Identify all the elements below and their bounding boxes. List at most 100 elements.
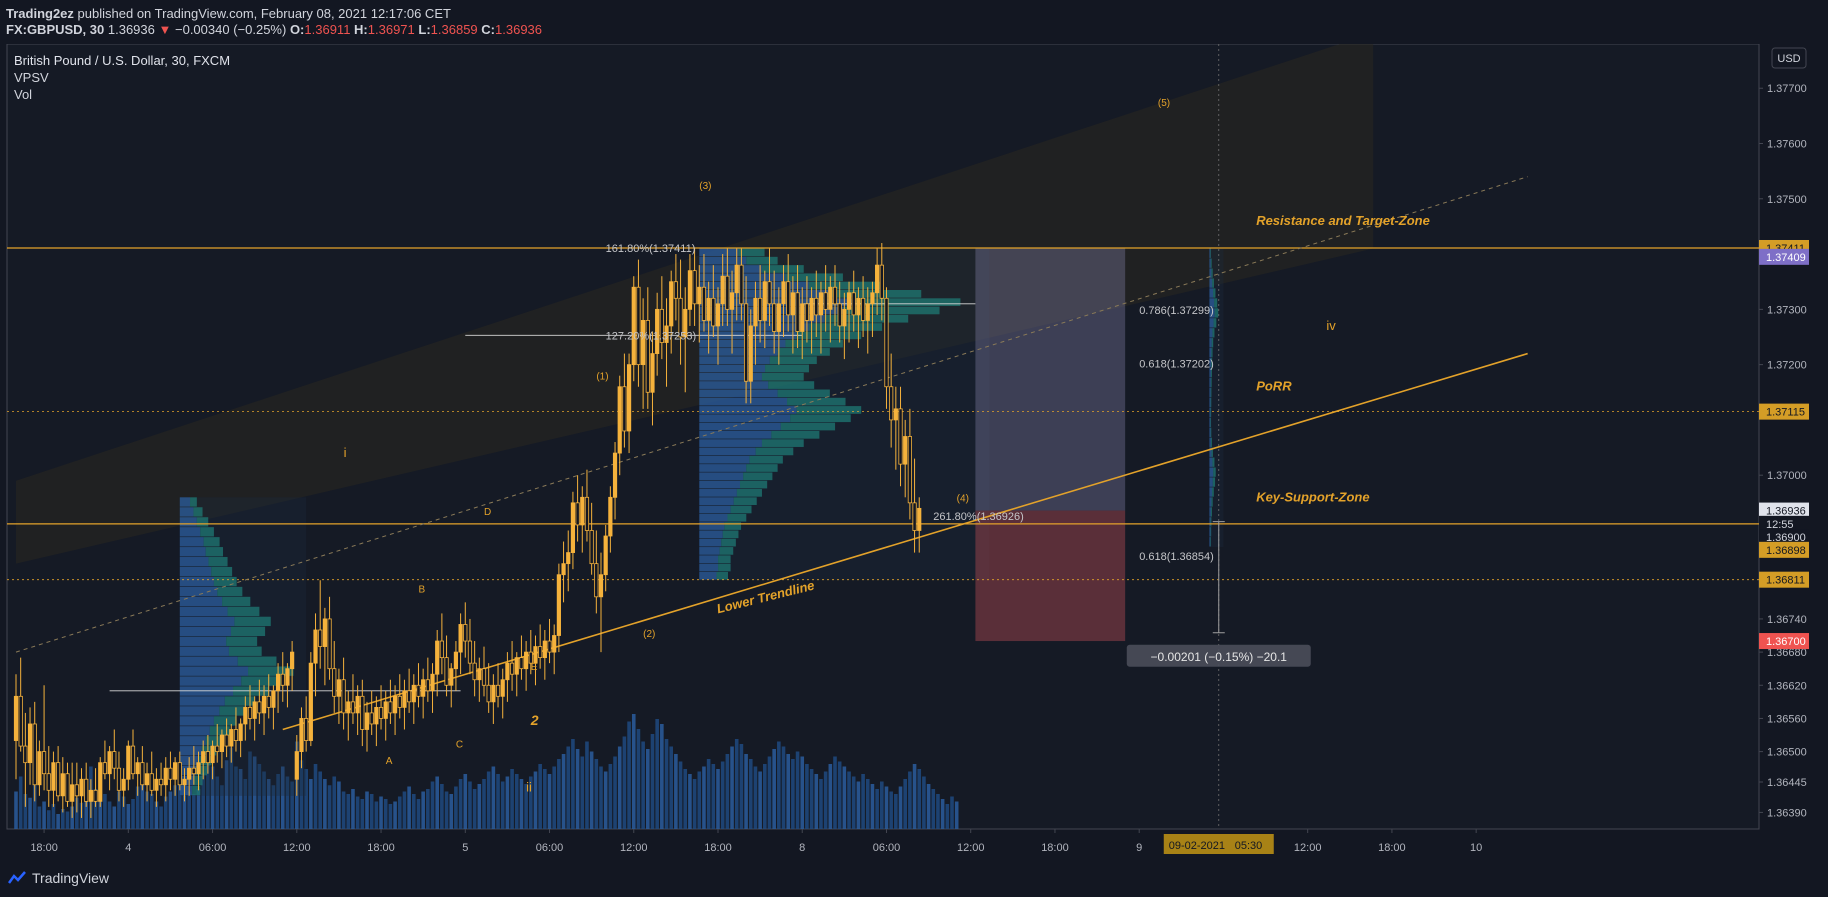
- candle-body: [322, 618, 327, 647]
- profile-row-down: [1210, 427, 1212, 438]
- x-tick-label: 18:00: [1041, 842, 1069, 854]
- candle: [332, 641, 337, 713]
- candle-body: [823, 292, 828, 310]
- candle-body: [374, 706, 379, 725]
- chart-header: Trading2ez published on TradingView.com,…: [0, 0, 1828, 44]
- candle-body: [102, 762, 108, 775]
- volume-bar: [571, 739, 575, 829]
- price-badge-box: [1759, 248, 1809, 265]
- candle-body: [678, 297, 683, 338]
- candle-body: [285, 668, 290, 686]
- x-tick-label: 12:00: [1294, 842, 1322, 854]
- candle: [552, 624, 557, 675]
- candle: [238, 718, 243, 758]
- candle-body: [575, 502, 580, 526]
- profile-row-up: [699, 505, 731, 514]
- candle: [472, 641, 477, 697]
- candle-body: [542, 640, 547, 659]
- volume-bar: [304, 769, 308, 829]
- volume-bar: [313, 764, 318, 829]
- volume-bar: [135, 786, 140, 829]
- publisher-name[interactable]: Trading2ez: [6, 6, 74, 21]
- volume-bar: [608, 764, 613, 829]
- profile-row-up: [1209, 397, 1211, 408]
- brand[interactable]: TradingView: [8, 870, 109, 886]
- volume-bar: [337, 781, 341, 829]
- candle: [495, 663, 501, 708]
- profile-row-up: [1209, 467, 1214, 477]
- instrument-title[interactable]: British Pound / U.S. Dollar, 30, FXCM: [14, 53, 231, 68]
- candle-body: [158, 778, 164, 786]
- volume-bar: [18, 776, 23, 829]
- profile-row-up: [179, 656, 238, 666]
- currency-badge-box[interactable]: [1771, 47, 1807, 69]
- profile-row-down: [1210, 407, 1212, 418]
- candle: [304, 696, 309, 752]
- candle: [851, 270, 856, 332]
- candle-body: [238, 723, 243, 741]
- annotation: B: [418, 585, 425, 596]
- candle-body: [421, 679, 426, 697]
- candle: [392, 685, 398, 736]
- candle: [697, 265, 702, 343]
- volume-bar: [795, 751, 800, 829]
- volume-bar: [734, 739, 739, 829]
- price-change: −0.00340 (−0.25%): [175, 22, 287, 37]
- candle-body: [762, 281, 767, 321]
- profile-row-up: [1209, 527, 1211, 537]
- candle-body: [79, 778, 84, 797]
- y-tick-label: 1.36560: [1767, 713, 1807, 725]
- profile-row-down: [1210, 387, 1212, 398]
- volume-bar: [309, 779, 313, 829]
- profile-row-up: [699, 397, 788, 406]
- close-value: 1.36936: [495, 22, 543, 37]
- candle-body: [364, 712, 370, 730]
- candle: [290, 641, 295, 691]
- candle: [70, 762, 75, 818]
- candle: [828, 276, 833, 343]
- volume-bar: [426, 789, 430, 829]
- candle: [350, 674, 356, 724]
- price-chart[interactable]: 161.80%(1.37411) 127.20%(1.37253) 261.80%(…: [0, 44, 1828, 862]
- candle: [112, 729, 117, 780]
- volume-bar: [23, 794, 28, 829]
- candle-body: [327, 618, 332, 670]
- high-label: H:: [354, 22, 368, 37]
- candle-body: [697, 286, 702, 305]
- x-tick-label: 5: [462, 842, 468, 854]
- profile-row-down: [796, 406, 862, 414]
- volume-bar: [360, 799, 365, 829]
- profile-row-up: [699, 464, 747, 472]
- profile-row-down: [213, 576, 237, 587]
- candle: [402, 679, 407, 730]
- volume-bar: [636, 729, 641, 829]
- profile-row-up: [1209, 407, 1211, 418]
- volume-bar: [37, 806, 42, 829]
- candle-body: [528, 651, 533, 664]
- candle-body: [481, 668, 487, 686]
- volume-bar: [285, 776, 290, 829]
- candle-body: [547, 640, 552, 653]
- candle-body: [191, 767, 196, 775]
- candle-body: [65, 773, 70, 802]
- volume-bar: [842, 766, 847, 829]
- position-target-zone: [975, 247, 1126, 511]
- indicator-vol[interactable]: Vol: [14, 87, 33, 102]
- candle: [187, 757, 192, 796]
- annotation: ii: [526, 780, 532, 795]
- candle-body: [566, 552, 571, 565]
- candle-body: [308, 662, 313, 741]
- currency-badge[interactable]: USD: [1777, 53, 1800, 65]
- profile-row-down: [796, 331, 862, 340]
- profile-row-down: [203, 537, 220, 547]
- volume-bar: [585, 741, 589, 829]
- indicator-vpsv[interactable]: VPSV: [14, 70, 49, 85]
- candle-body: [126, 745, 131, 780]
- candle-body: [589, 530, 594, 565]
- volume-bar: [814, 774, 819, 829]
- candle-body: [435, 640, 440, 675]
- profile-row-down: [1213, 288, 1216, 298]
- candle-body: [828, 286, 833, 310]
- volume-bar: [51, 804, 56, 829]
- candle-body: [701, 286, 707, 321]
